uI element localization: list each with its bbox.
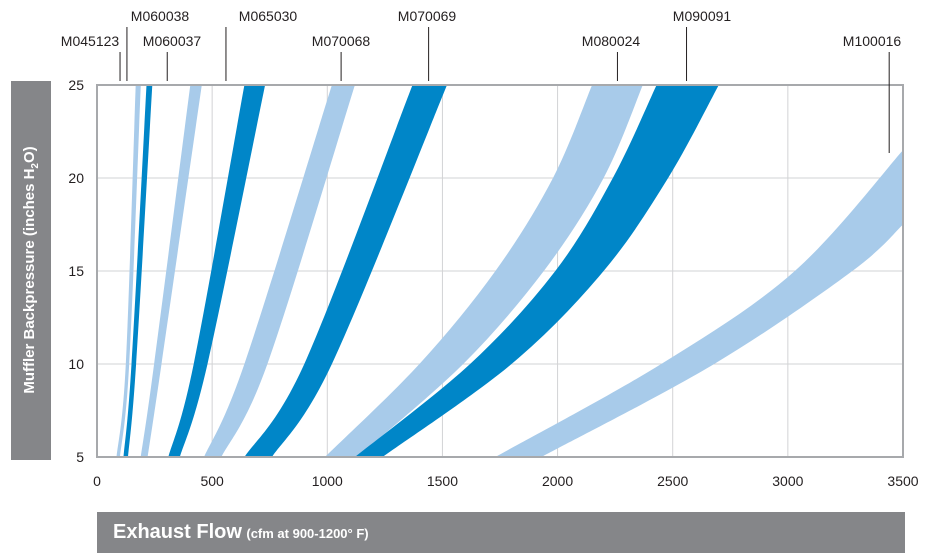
x-axis-label: Exhaust Flow (cfm at 900-1200° F)	[113, 521, 369, 544]
series-label: M090091	[673, 8, 732, 24]
x-tick-label: 3500	[887, 473, 918, 489]
x-tick-label: 3000	[772, 473, 803, 489]
series-band-m060038	[123, 85, 153, 457]
x-tick-label: 0	[93, 473, 101, 489]
series-label: M045123	[61, 33, 120, 49]
series-label: M080024	[582, 33, 641, 49]
y-axis-label-main: Muffler Backpressure (inches H	[21, 168, 38, 394]
series-band-m060037	[140, 85, 202, 457]
y-axis-label-end: O)	[21, 146, 38, 164]
series-label: M060037	[143, 33, 202, 49]
y-tick-label: 10	[68, 356, 84, 372]
x-tick-label: 1500	[427, 473, 458, 489]
y-axis-label: Muffler Backpressure (inches H2O)	[21, 146, 41, 393]
y-axis-label-subscript: 2	[30, 163, 41, 169]
x-axis-label-bar: Exhaust Flow (cfm at 900-1200° F)	[97, 512, 905, 553]
y-axis-label-bar	[11, 81, 51, 460]
x-axis-label-sub: (cfm at 900-1200° F)	[246, 526, 369, 541]
y-tick-label: 25	[68, 77, 84, 93]
series-label: M065030	[239, 8, 298, 24]
plot-border	[96, 84, 904, 458]
series-band-m045123	[116, 85, 141, 457]
y-tick-label: 15	[68, 263, 84, 279]
series-label: M060038	[131, 8, 190, 24]
x-tick-label: 2500	[657, 473, 688, 489]
x-axis-label-main: Exhaust Flow	[113, 521, 242, 543]
series-band-m090091	[354, 85, 719, 457]
series-label: M100016	[843, 33, 902, 49]
series-band-m080024	[325, 85, 643, 457]
series-band-m070069	[244, 85, 447, 457]
series-band-m065030	[168, 85, 266, 457]
series-band-m070068	[204, 85, 355, 457]
series-label: M070068	[312, 33, 371, 49]
y-tick-label: 20	[68, 170, 84, 186]
x-tick-label: 1000	[312, 473, 343, 489]
x-tick-label: 500	[200, 473, 224, 489]
x-tick-label: 2000	[542, 473, 573, 489]
series-label: M070069	[398, 8, 457, 24]
y-tick-label: 5	[76, 449, 84, 465]
